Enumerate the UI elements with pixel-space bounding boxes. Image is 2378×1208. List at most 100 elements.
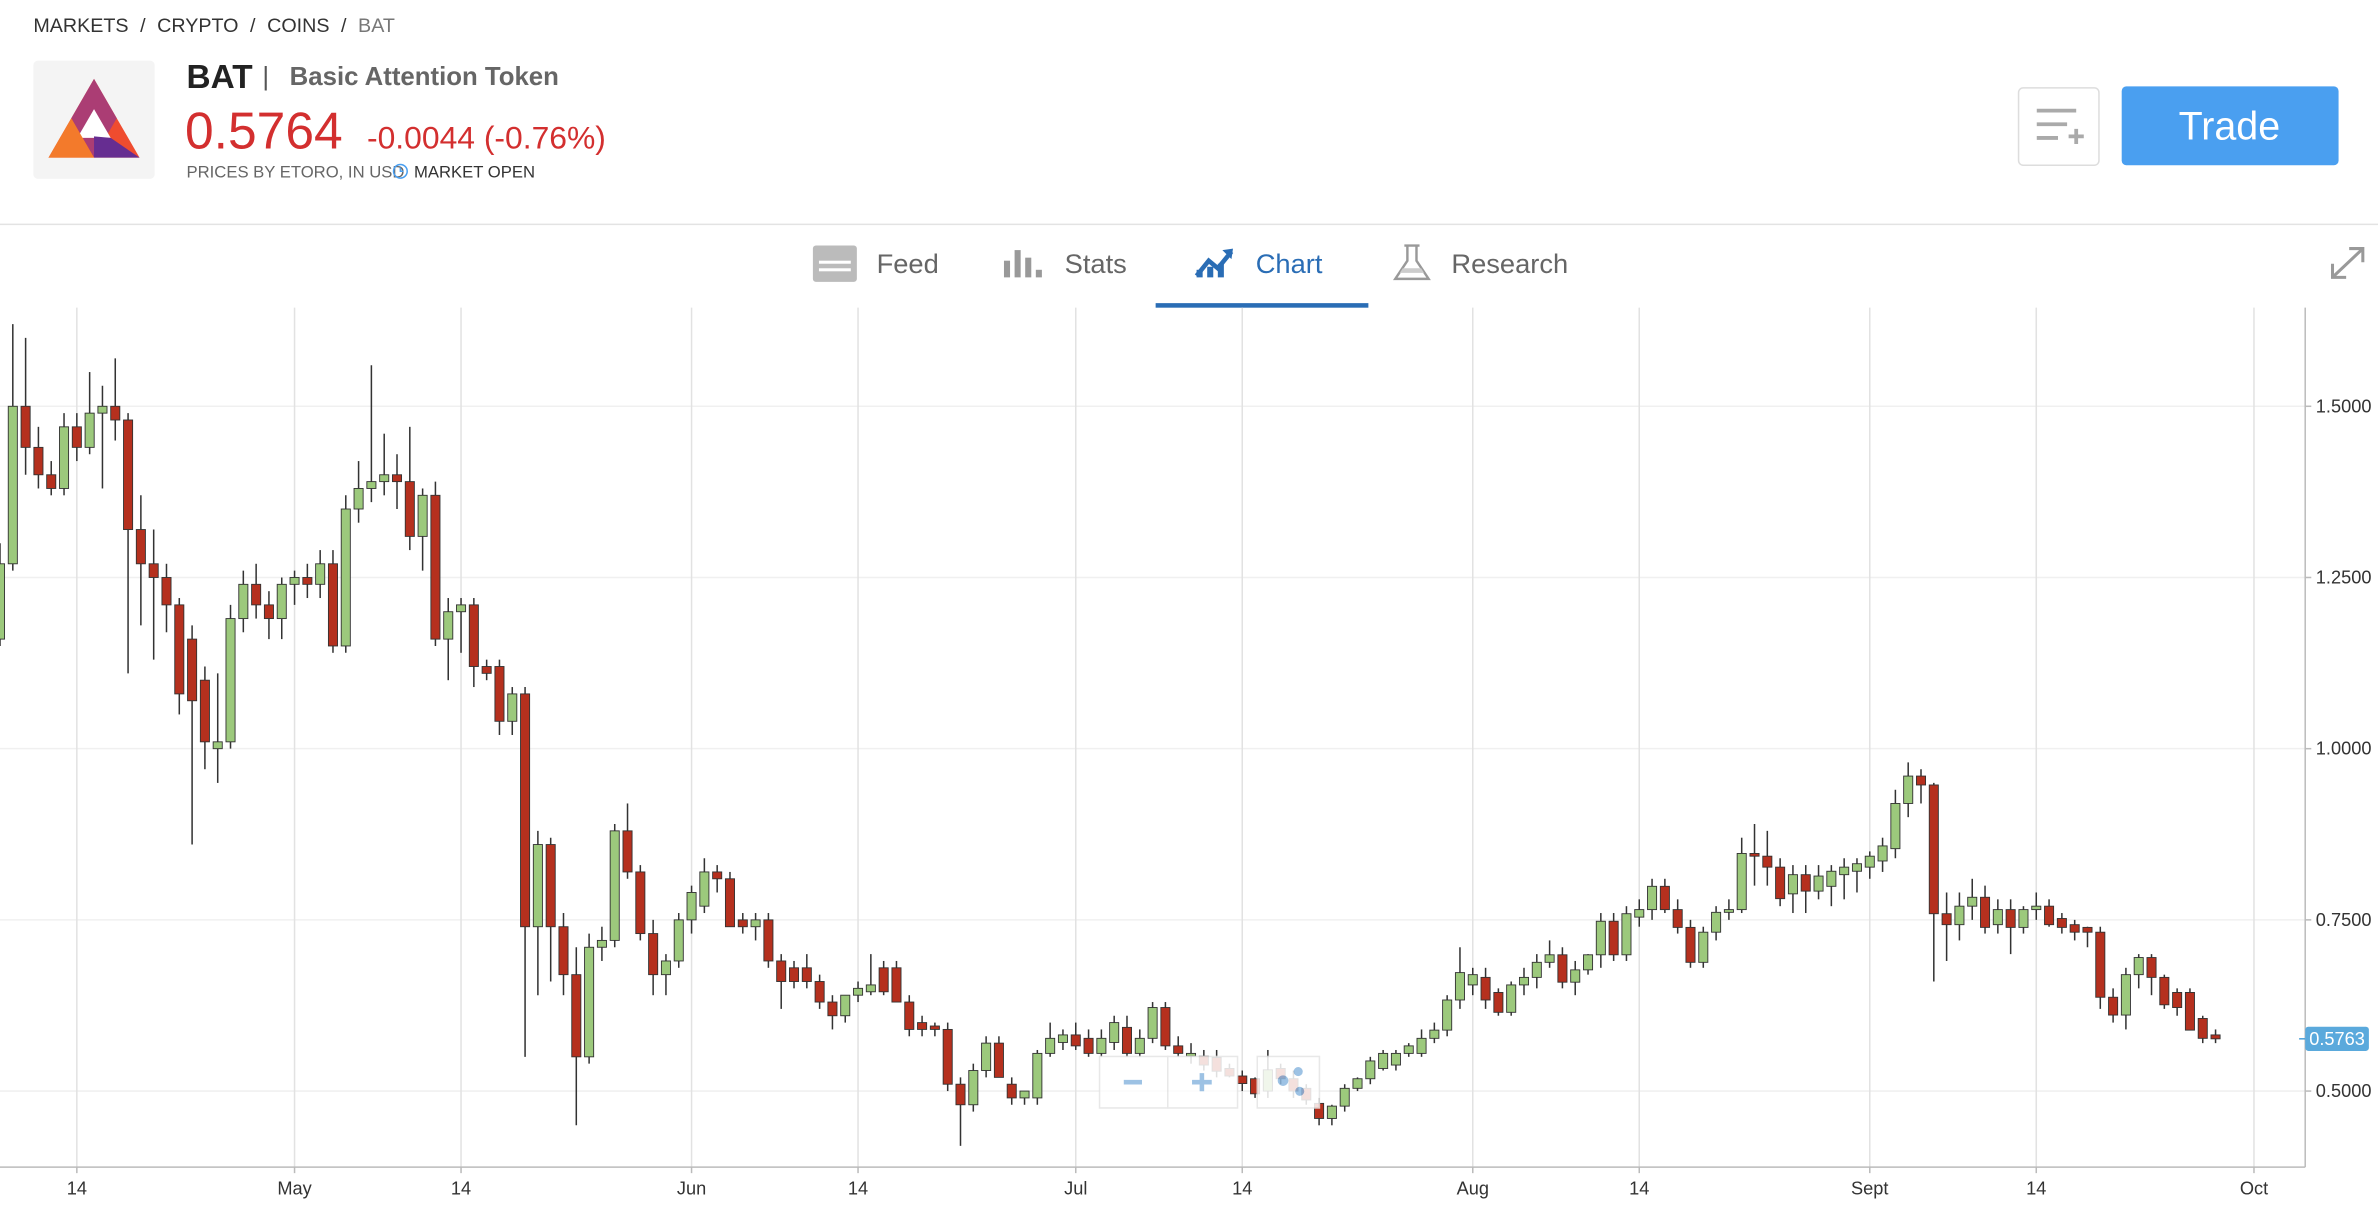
candle-body-up — [225, 618, 236, 743]
candle-body-up — [584, 946, 595, 1058]
x-tick-label: 14 — [1629, 1178, 1649, 1198]
candle-body-up — [1698, 931, 1709, 963]
candle-body-up — [0, 563, 6, 640]
candle-body-up — [1813, 875, 1824, 892]
candle-body-down — [724, 878, 735, 928]
grid — [0, 307, 2306, 1168]
candle-body-up — [1134, 1037, 1145, 1054]
tab[interactable]: Stats — [1065, 248, 1127, 279]
candle-body-down — [1659, 885, 1670, 911]
feed-icon — [812, 245, 857, 282]
x-tick-label: 14 — [451, 1178, 471, 1198]
crumb[interactable]: CRYPTO — [157, 15, 238, 37]
symbol: BAT — [187, 59, 254, 96]
y-tick-label: 0.7500 — [2316, 910, 2372, 930]
tab[interactable]: Chart — [1256, 248, 1323, 279]
candle-body-down — [1775, 866, 1786, 900]
candle-body-up — [1954, 905, 1965, 926]
candle-body-up — [1429, 1029, 1440, 1039]
candle-body-down — [263, 604, 274, 620]
x-tick-label: Oct — [2240, 1178, 2268, 1198]
y-tick-label: 1.0000 — [2316, 739, 2372, 759]
crumb[interactable]: MARKETS — [33, 15, 128, 37]
candle-body-up — [1621, 913, 1632, 956]
tab[interactable]: Feed — [877, 248, 939, 279]
candle-body-up — [1147, 1007, 1158, 1039]
candle-body-up — [1992, 909, 2003, 926]
x-tick-label: May — [277, 1178, 312, 1198]
x-tick-label: 14 — [2026, 1178, 2046, 1198]
candle-body-up — [340, 508, 351, 647]
candle-body-up — [1339, 1087, 1350, 1107]
candle-body-down — [392, 474, 403, 483]
y-tick-label: 0.5000 — [2316, 1081, 2372, 1101]
candle-body-up — [1467, 974, 1478, 986]
candle-body-down — [1915, 775, 1927, 786]
candle-body-up — [532, 844, 543, 928]
candle-body-down — [737, 919, 748, 928]
candle-body-up — [1506, 984, 1517, 1013]
logo — [48, 78, 140, 158]
chart-type[interactable] — [1256, 1055, 1321, 1109]
candle-body-down — [571, 974, 582, 1058]
candle-body-up — [1045, 1037, 1056, 1054]
watchlist-button[interactable] — [2017, 87, 2100, 166]
candle-body-down — [20, 405, 31, 448]
candle-body-up — [1326, 1105, 1337, 1119]
candle-body-down — [110, 405, 121, 421]
candle-body-up — [609, 830, 620, 941]
clock-icon — [392, 163, 408, 179]
candle-body-up — [1723, 909, 1734, 913]
x-tick-label: 14 — [67, 1178, 87, 1198]
candle-body-down — [1762, 855, 1773, 868]
candle-body-down — [648, 933, 659, 976]
price: 0.5764 — [185, 102, 343, 160]
x-tick-label: Jul — [1064, 1178, 1087, 1198]
tab[interactable]: Research — [1451, 248, 1568, 279]
candle-body-up — [1544, 954, 1555, 963]
candle-body-down — [1749, 852, 1760, 857]
instrument-name: Basic Attention Token — [290, 63, 559, 91]
candle-body-down — [955, 1083, 966, 1106]
candle-body-down — [2044, 905, 2055, 926]
trade-label[interactable]: Trade — [2179, 104, 2281, 148]
candle-body-down — [763, 919, 774, 962]
y-tick-label: 1.2500 — [2316, 568, 2372, 588]
candle-body-up — [1454, 972, 1465, 1001]
candle-body-up — [276, 583, 287, 620]
candle-body-up — [1826, 870, 1837, 887]
x-tick-label: Aug — [1457, 1178, 1489, 1198]
expand-icon[interactable] — [2330, 247, 2365, 279]
candle-body-down — [2146, 957, 2157, 978]
trade-button[interactable]: Trade — [2121, 86, 2339, 166]
last-price-box — [2305, 1026, 2369, 1051]
candle-body-up — [84, 412, 95, 448]
candle-body-up — [1096, 1037, 1107, 1054]
candle-body-up — [1583, 954, 1594, 971]
candle-body-up — [2018, 909, 2029, 928]
candle-body-down — [2172, 992, 2183, 1008]
candle-body-down — [2159, 976, 2170, 1006]
candle-body-up — [981, 1042, 992, 1071]
candle-body-up — [507, 693, 518, 722]
candle-body-down — [1083, 1037, 1094, 1054]
candle-body-down — [1980, 896, 1991, 928]
candle-body-down — [187, 638, 198, 702]
candle-body-down — [327, 563, 338, 647]
candle-body-up — [596, 939, 607, 948]
crumb[interactable]: COINS — [267, 15, 329, 37]
zoom-controls — [1098, 1055, 1321, 1109]
candle-body-up — [840, 994, 851, 1017]
research-icon — [1392, 244, 1431, 281]
candle-body-down — [1493, 992, 1504, 1013]
candle-body-up — [1864, 855, 1875, 868]
candle-body-up — [238, 583, 249, 620]
candle-body-up — [2120, 974, 2131, 1016]
candle-body-down — [1941, 913, 1952, 926]
candle-body-down — [2069, 924, 2080, 933]
candle-body-down — [942, 1028, 953, 1085]
candle-body-up — [686, 892, 697, 921]
candle-body-up — [750, 919, 761, 928]
candle-body-up — [2133, 957, 2144, 976]
